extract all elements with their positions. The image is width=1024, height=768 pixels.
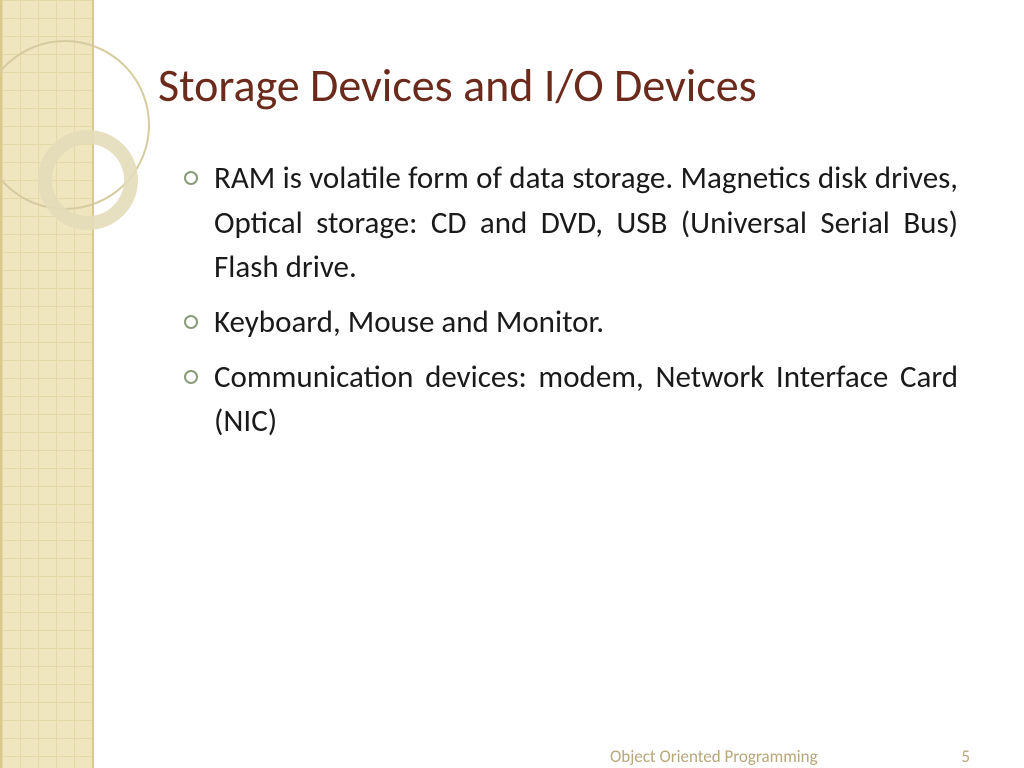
- bullet-item: RAM is volatile form of data storage. Ma…: [178, 156, 958, 290]
- page-number: 5: [961, 746, 970, 767]
- footer-label: Object Oriented Programming: [610, 746, 818, 767]
- bullet-text: RAM is volatile form of data storage. Ma…: [214, 159, 958, 286]
- bullet-item: Keyboard, Mouse and Monitor.: [178, 300, 958, 345]
- slide-body: RAM is volatile form of data storage. Ma…: [178, 156, 958, 454]
- bullet-item: Communication devices: modem, Network In…: [178, 355, 958, 444]
- slide-title: Storage Devices and I/O Devices: [158, 58, 978, 114]
- bullet-text: Keyboard, Mouse and Monitor.: [214, 303, 604, 341]
- decorative-circle-inner: [38, 130, 138, 230]
- bullet-text: Communication devices: modem, Network In…: [214, 358, 958, 441]
